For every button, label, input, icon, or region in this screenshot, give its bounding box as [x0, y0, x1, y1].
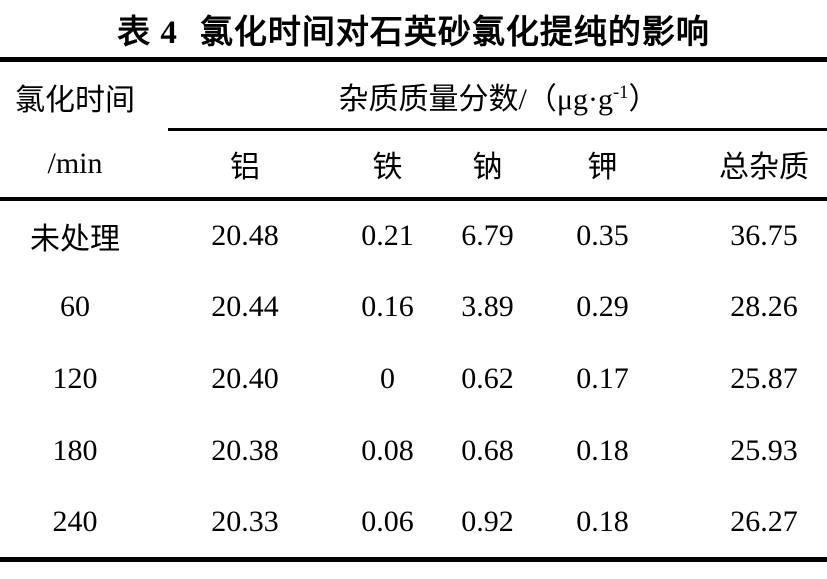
table-row: 未处理 20.48 0.21 6.79 0.35 36.75	[0, 199, 827, 271]
cell-iron: 0.16	[361, 290, 414, 323]
cell-potassium: 0.18	[576, 504, 629, 538]
cell-iron: 0.08	[361, 434, 414, 467]
cell-total-impurity: 26.27	[730, 504, 798, 538]
cell-total-impurity: 25.87	[730, 362, 798, 395]
table-row: 240 20.33 0.06 0.92 0.18 26.27	[0, 487, 827, 559]
table-title: 表 4 氯化时间对石英砂氯化提纯的影响	[0, 0, 827, 57]
col-header-sodium: 钠	[435, 130, 540, 202]
cell-total-impurity: 36.75	[730, 219, 798, 252]
cell-sodium: 6.79	[461, 219, 514, 252]
table-caption: 氯化时间对石英砂氯化提纯的影响	[199, 14, 710, 51]
cell-total-impurity: 28.26	[730, 290, 798, 323]
impurity-header-text: 杂质质量分数/（μg·g	[338, 83, 613, 117]
col-header-aluminum: 铝	[150, 130, 340, 202]
col-header-time-name: 氯化时间	[15, 83, 135, 117]
row-header-time: 60	[60, 290, 90, 323]
data-table: 氯化时间 /min 杂质质量分数/（μg·g-1） 铝 铁 钠 钾 总杂质 未处…	[0, 57, 827, 562]
cell-sodium: 0.92	[461, 504, 514, 538]
table-number: 表 4	[117, 14, 178, 51]
cell-aluminum: 20.44	[211, 290, 279, 323]
cell-potassium: 0.18	[576, 434, 629, 467]
cell-aluminum: 20.38	[211, 434, 279, 467]
header-row-group: 氯化时间 /min 杂质质量分数/（μg·g-1）	[0, 59, 827, 201]
cell-potassium: 0.35	[576, 219, 629, 252]
cell-iron: 0.21	[361, 219, 414, 252]
cell-sodium: 3.89	[461, 290, 514, 323]
impurity-unit-superscript: -1	[612, 82, 629, 104]
cell-iron: 0	[380, 362, 395, 395]
col-header-potassium: 钾	[540, 130, 655, 202]
table-row: 120 20.40 0 0.62 0.17 25.87	[0, 343, 827, 415]
impurity-header-close: ）	[628, 83, 659, 117]
cell-sodium: 0.68	[461, 434, 514, 467]
col-header-total-impurity: 总杂质	[655, 130, 827, 202]
row-header-time: 180	[52, 434, 98, 467]
cell-total-impurity: 25.93	[730, 434, 798, 467]
table-row: 180 20.38 0.08 0.68 0.18 25.93	[0, 415, 827, 487]
row-header-time: 240	[52, 504, 98, 538]
row-header-time: 未处理	[30, 223, 120, 256]
cell-aluminum: 20.33	[211, 504, 279, 538]
cell-iron: 0.06	[361, 504, 414, 538]
header-row-elements: 铝 铁 钠 钾 总杂质	[0, 130, 827, 202]
cell-sodium: 0.62	[461, 362, 514, 395]
row-header-time: 120	[52, 362, 98, 395]
cell-potassium: 0.17	[576, 362, 629, 395]
cell-aluminum: 20.40	[211, 362, 279, 395]
col-group-header-impurity: 杂质质量分数/（μg·g-1）	[150, 60, 827, 131]
col-header-time: 氯化时间 /min	[0, 59, 150, 201]
cell-potassium: 0.29	[576, 290, 629, 323]
col-header-iron: 铁	[340, 130, 435, 202]
col-header-time-unit: /min	[47, 147, 103, 180]
paper-table-figure: 表 4 氯化时间对石英砂氯化提纯的影响 氯化时间 /min 杂质质量分数/（μg…	[0, 0, 827, 562]
table-row: 60 20.44 0.16 3.89 0.29 28.26	[0, 271, 827, 343]
cell-aluminum: 20.48	[211, 219, 279, 252]
